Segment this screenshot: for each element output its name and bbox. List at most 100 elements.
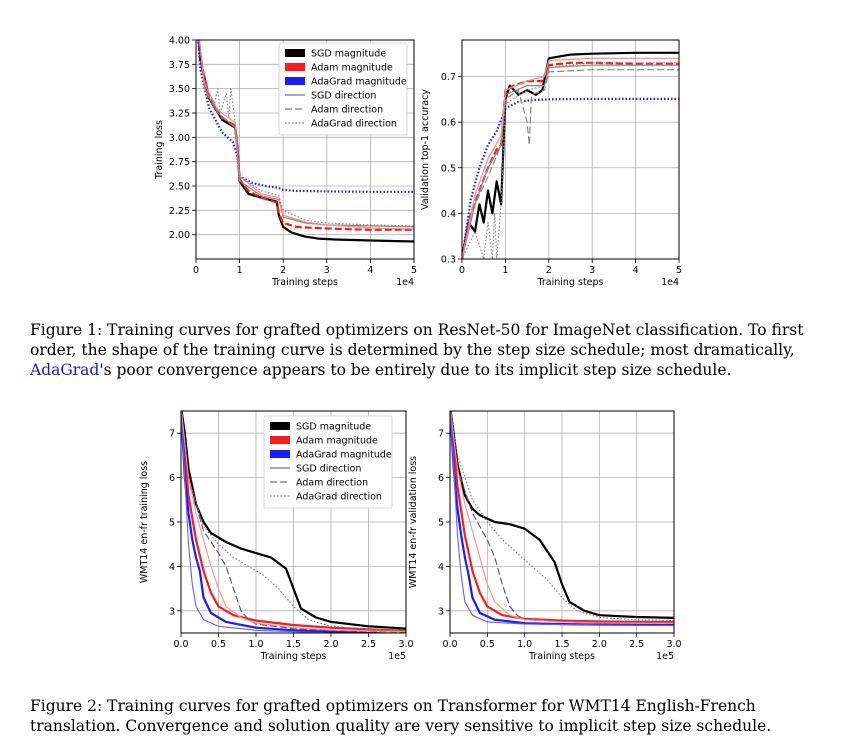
series-line — [450, 411, 674, 624]
y-tick-label: 3.25 — [169, 109, 190, 120]
figure1-caption-text-end: 's poor convergence appears to be entire… — [99, 361, 732, 379]
x-tick-label: 0.0 — [442, 639, 457, 650]
figure2-training-loss-chart: 0.0 0.5 1.0 1.5 2.0 2.5 3.0 3 4 5 6 7 Training steps… — [139, 410, 414, 662]
series-line — [450, 411, 674, 622]
y-tick-label: 0.5 — [441, 163, 456, 174]
series-line — [462, 64, 679, 259]
legend-label: SGD direction — [296, 464, 361, 475]
legend-label: Adam direction — [296, 478, 368, 489]
y-axis-label: Training loss — [154, 120, 165, 180]
y-tick-label: 3.75 — [169, 60, 190, 71]
x-tick-label: 0.5 — [211, 639, 226, 650]
adagrad-link[interactable]: AdaGrad — [30, 361, 100, 379]
y-tick-label: 7 — [169, 429, 175, 440]
series-line — [462, 69, 679, 259]
y-tick-label: 5 — [169, 518, 175, 529]
x-tick-label: 3 — [589, 265, 595, 276]
x-tick-label: 2.5 — [361, 639, 376, 650]
x-tick-label: 3.0 — [398, 639, 413, 650]
legend-label: AdaGrad direction — [296, 492, 382, 503]
x-tick-label: 1 — [502, 265, 508, 276]
x-tick-label: 1.5 — [286, 639, 301, 650]
x-axis-multiplier: 1e4 — [396, 277, 414, 288]
figure2-validation-loss-chart: 0.0 0.5 1.0 1.5 2.0 2.5 3.0 3 4 5 6 7 Training steps… — [408, 410, 682, 662]
y-tick-label: 4.00 — [169, 36, 190, 47]
y-tick-label: 4 — [169, 562, 175, 573]
y-tick-label: 2.75 — [169, 157, 190, 168]
figure2-legend: SGD magnitude Adam magnitude AdaGrad magni… — [263, 415, 393, 509]
plot-frame — [461, 39, 680, 260]
legend-label: AdaGrad magnitude — [296, 450, 392, 461]
figure1-caption-text: Figure 1: Training curves for grafted op… — [30, 321, 804, 359]
y-tick-label: 0.3 — [441, 255, 456, 266]
x-tick-label: 2.0 — [323, 639, 338, 650]
y-axis-label: WMT14 en-fr validation loss — [408, 456, 419, 588]
series-group — [450, 411, 674, 627]
x-tick-label: 0 — [193, 265, 199, 276]
legend-box — [263, 415, 393, 509]
series-line — [181, 411, 363, 633]
y-axis-label: Validation top-1 accuracy — [420, 89, 431, 210]
legend-swatch — [270, 436, 290, 444]
y-tick-label: 6 — [169, 473, 175, 484]
y-tick-label: 2.50 — [169, 182, 190, 193]
series-group — [181, 411, 406, 633]
x-tick-label: 4 — [633, 265, 639, 276]
legend-swatch — [285, 49, 305, 57]
legend-swatch — [270, 422, 290, 430]
figure1-caption: Figure 1: Training curves for grafted op… — [30, 320, 830, 380]
series-group — [197, 40, 414, 243]
y-tick-label: 3.50 — [169, 84, 190, 95]
series-group — [462, 51, 679, 259]
x-tick-label: 2 — [546, 265, 552, 276]
series-line — [462, 57, 679, 259]
legend-box — [278, 42, 408, 136]
y-tick-label: 6 — [438, 473, 444, 484]
y-tick-label: 2.25 — [169, 206, 190, 217]
x-tick-label: 4 — [367, 265, 373, 276]
x-tick-label: 1.5 — [554, 639, 569, 650]
legend-swatch — [270, 450, 290, 458]
x-tick-label: 3 — [324, 265, 330, 276]
series-line — [198, 40, 414, 227]
x-tick-label: 0 — [459, 265, 465, 276]
legend-swatch — [285, 77, 305, 85]
y-tick-label: 4 — [438, 562, 444, 573]
y-tick-label: 3 — [169, 606, 175, 617]
series-line — [181, 411, 406, 633]
x-axis-label: Training steps — [536, 277, 603, 288]
series-line — [462, 51, 679, 259]
x-axis-multiplier: 1e4 — [661, 277, 679, 288]
x-tick-label: 1 — [237, 265, 243, 276]
x-axis-multiplier: 1e5 — [388, 651, 406, 662]
y-tick-label: 0.7 — [441, 72, 456, 83]
x-tick-label: 0.5 — [480, 639, 495, 650]
y-tick-label: 0.6 — [441, 118, 456, 129]
legend-label: Adam direction — [311, 105, 383, 116]
y-tick-label: 7 — [438, 429, 444, 440]
series-line — [450, 411, 674, 624]
x-tick-label: 0.0 — [173, 639, 188, 650]
legend-label: AdaGrad direction — [311, 119, 397, 130]
series-line — [181, 411, 406, 630]
figure1-validation-accuracy-chart: 0 1 2 3 4 5 0.3 0.4 0.5 0.6 0.7 Training steps 1e4 Va… — [420, 39, 682, 288]
series-line — [198, 40, 414, 230]
x-axis-label: Training steps — [528, 651, 595, 662]
series-line — [181, 411, 406, 632]
y-axis-label: WMT14 en-fr training loss — [139, 461, 150, 583]
x-tick-label: 1.0 — [248, 639, 263, 650]
series-line — [181, 411, 406, 632]
y-tick-label: 3 — [438, 606, 444, 617]
x-tick-label: 5 — [411, 265, 417, 276]
x-axis-multiplier: 1e5 — [656, 651, 674, 662]
series-line — [181, 411, 406, 633]
y-tick-label: 2.00 — [169, 230, 190, 241]
x-tick-label: 2.5 — [629, 639, 644, 650]
legend-swatch — [285, 63, 305, 71]
y-tick-label: 0.4 — [441, 209, 456, 220]
series-line — [197, 40, 414, 243]
legend-label: Adam magnitude — [311, 63, 393, 74]
legend-label: Adam magnitude — [296, 436, 378, 447]
